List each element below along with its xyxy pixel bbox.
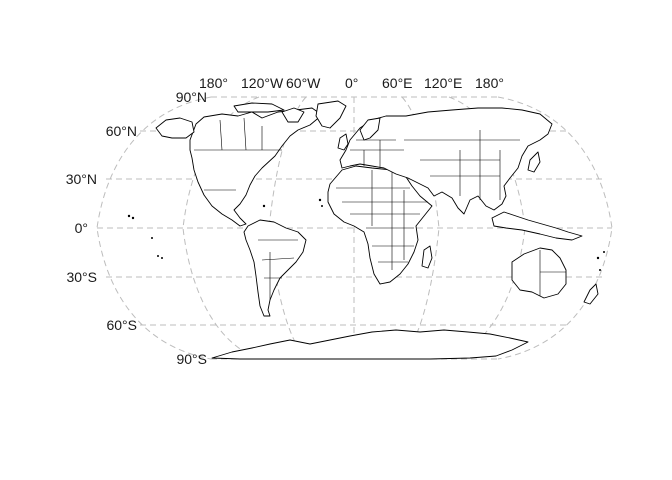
land-masses — [155, 100, 599, 360]
y-label-90n: 90°N — [176, 89, 207, 105]
x-label-120w: 120°W — [241, 75, 284, 91]
axis-labels-top: 180° 120°W 60°W 0° 60°E 120°E 180° — [199, 75, 504, 91]
island-cape-verde — [321, 205, 323, 207]
island-pacific-east — [596, 256, 600, 260]
y-label-60s: 60°S — [106, 317, 137, 333]
graticule-lon-180w — [96, 96, 212, 360]
island-hawaii — [127, 214, 131, 218]
antarctica — [211, 329, 529, 360]
island-caribbean — [262, 204, 266, 208]
island-fiji — [603, 251, 605, 253]
baffin-island — [281, 107, 305, 123]
x-label-180w: 180° — [199, 75, 228, 91]
island-pacific-1 — [151, 237, 153, 239]
x-label-60e: 60°E — [382, 75, 413, 91]
small-islands — [127, 198, 605, 271]
axis-labels-left: 90°N 60°N 30°N 0° 30°S 60°S 90°S — [66, 89, 207, 367]
island-atlantic — [318, 198, 322, 202]
y-label-90s: 90°S — [176, 351, 207, 367]
border-canada-provinces — [219, 117, 263, 151]
arctic-islands — [233, 102, 285, 113]
island-hawaii-2 — [131, 216, 135, 220]
south-america — [243, 219, 307, 317]
british-isles — [337, 133, 349, 151]
eurasia — [339, 107, 553, 215]
graticule-lon-180e — [497, 96, 613, 360]
border-asia-countries — [404, 130, 520, 200]
y-label-30n: 30°N — [66, 171, 97, 187]
alaska — [155, 117, 195, 139]
island-pacific-3 — [161, 257, 163, 259]
x-label-180e: 180° — [475, 75, 504, 91]
north-america — [189, 107, 323, 227]
island-pacific-2 — [157, 255, 159, 257]
border-africa-countries — [336, 170, 428, 270]
country-borders — [194, 117, 566, 300]
border-europe-countries — [350, 139, 404, 168]
border-south-america-countries — [258, 239, 298, 300]
border-australia-states — [539, 250, 566, 296]
island-tonga — [599, 269, 601, 271]
x-label-60w: 60°W — [286, 75, 321, 91]
australia — [511, 247, 567, 299]
x-label-120e: 120°E — [424, 75, 462, 91]
greenland — [315, 100, 347, 129]
southeast-asian-islands — [491, 211, 583, 241]
y-label-30s: 30°S — [66, 269, 97, 285]
y-label-0: 0° — [75, 220, 88, 236]
y-label-60n: 60°N — [106, 123, 137, 139]
japan — [527, 151, 541, 173]
new-zealand — [583, 283, 599, 305]
x-label-0: 0° — [345, 75, 358, 91]
madagascar — [421, 245, 433, 269]
africa — [327, 165, 433, 285]
